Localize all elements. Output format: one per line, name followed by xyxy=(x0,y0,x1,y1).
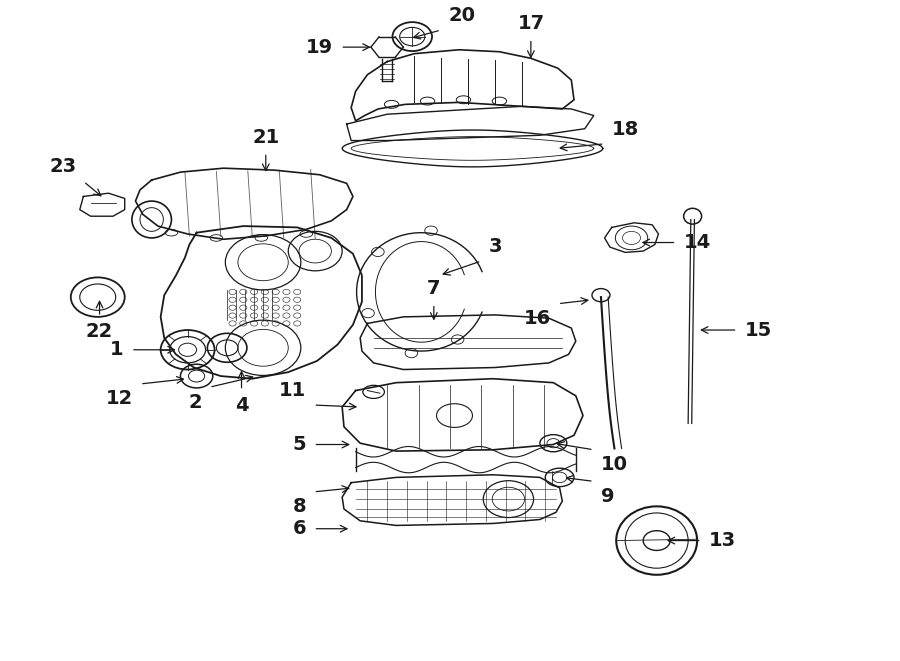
Text: 13: 13 xyxy=(709,531,736,550)
Text: 5: 5 xyxy=(292,435,306,454)
Text: 9: 9 xyxy=(601,486,615,506)
Text: 6: 6 xyxy=(292,520,306,538)
Text: 20: 20 xyxy=(448,6,475,24)
Text: 14: 14 xyxy=(684,233,711,252)
Text: 11: 11 xyxy=(279,381,306,400)
Text: 21: 21 xyxy=(252,128,279,147)
Text: 23: 23 xyxy=(50,157,76,176)
Text: 7: 7 xyxy=(428,280,441,299)
Text: 15: 15 xyxy=(744,321,772,340)
Text: 17: 17 xyxy=(518,15,544,33)
Text: 1: 1 xyxy=(110,340,124,360)
Text: 10: 10 xyxy=(601,455,628,474)
Text: 22: 22 xyxy=(86,322,113,341)
Text: 8: 8 xyxy=(292,497,306,516)
Text: 19: 19 xyxy=(306,38,333,57)
Text: 2: 2 xyxy=(188,393,202,412)
Text: 12: 12 xyxy=(105,389,133,408)
Text: 16: 16 xyxy=(524,309,551,328)
Text: 3: 3 xyxy=(489,237,502,256)
Text: 4: 4 xyxy=(235,396,248,415)
Text: 18: 18 xyxy=(612,120,639,139)
